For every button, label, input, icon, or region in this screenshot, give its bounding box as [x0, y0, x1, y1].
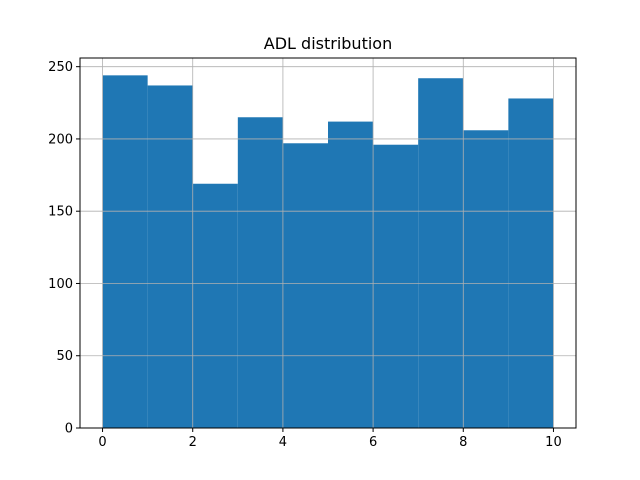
x-tick-label-3: 6 — [369, 435, 377, 450]
histogram-bar-0 — [102, 75, 148, 428]
y-tick-label-4: 200 — [48, 132, 73, 147]
histogram-bar-6 — [373, 144, 419, 428]
histogram-bar-8 — [463, 130, 509, 428]
histogram-bar-1 — [147, 85, 193, 428]
histogram-bar-2 — [192, 183, 238, 428]
y-tick-label-1: 50 — [56, 349, 73, 364]
plot-frame — [79, 57, 577, 429]
y-tick-label-3: 150 — [48, 205, 73, 220]
x-tick-label-5: 10 — [545, 435, 562, 450]
histogram-bar-9 — [508, 98, 554, 428]
y-axis-ticks: 0 50 100 150 200 250 — [48, 60, 80, 437]
y-tick-label-5: 250 — [48, 60, 73, 75]
histogram-bar-3 — [237, 117, 283, 428]
x-tick-label-2: 4 — [279, 435, 287, 450]
y-tick-label-0: 0 — [65, 422, 73, 437]
x-tick-label-1: 2 — [189, 435, 197, 450]
x-axis-ticks: 0 2 4 6 8 10 — [98, 428, 562, 450]
x-tick-label-0: 0 — [98, 435, 106, 450]
bars — [102, 75, 554, 428]
histogram-bar-5 — [328, 121, 374, 428]
y-tick-label-2: 100 — [48, 277, 73, 292]
chart-title: ADL distribution — [264, 34, 392, 53]
histogram-bar-4 — [282, 143, 328, 428]
x-tick-label-4: 8 — [459, 435, 467, 450]
histogram-bar-7 — [418, 78, 464, 428]
